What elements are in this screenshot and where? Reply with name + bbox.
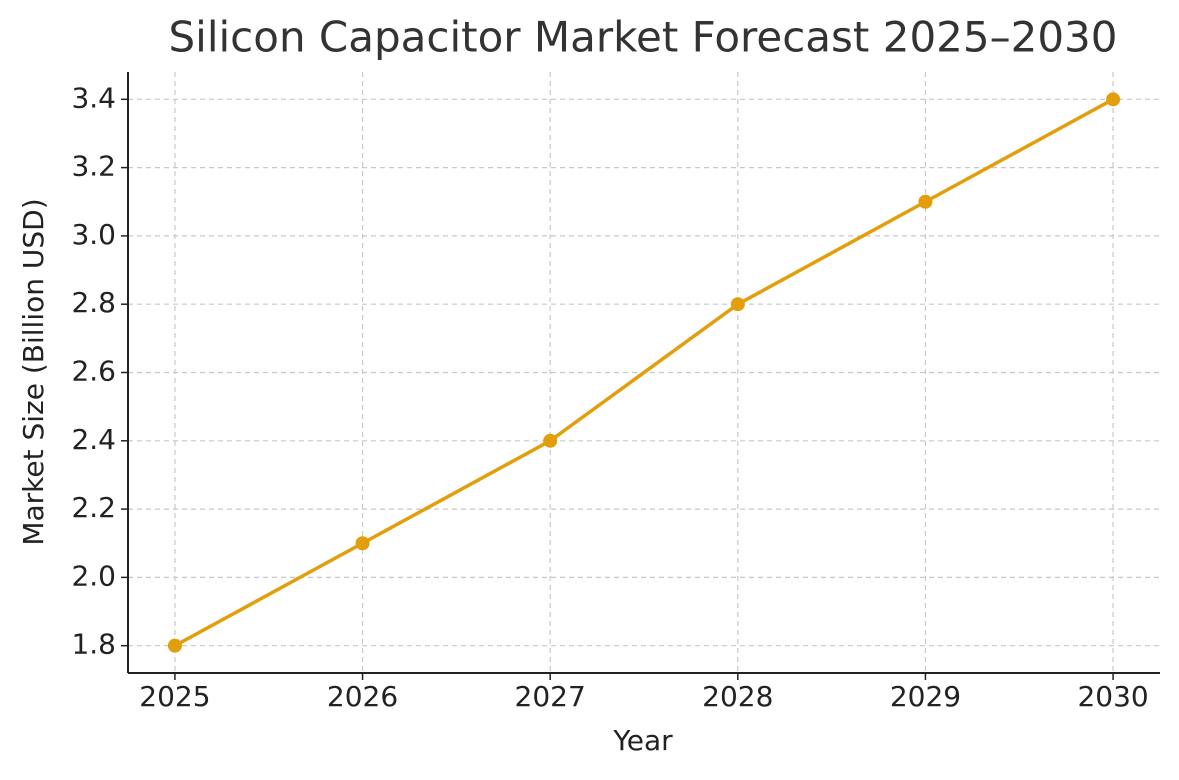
point (543, 433, 558, 448)
point (730, 297, 745, 312)
y-axis-label: Market Size (Billion USD) (17, 198, 50, 545)
y-tick-label: 2.6 (71, 355, 116, 388)
y-tick-label: 2.0 (71, 559, 116, 592)
x-tick-label: 2026 (327, 680, 398, 713)
x-tick-label: 2030 (1077, 680, 1148, 713)
chart-title: Silicon Capacitor Market Forecast 2025–2… (169, 13, 1118, 62)
y-tick-label: 3.0 (71, 218, 116, 251)
y-tick-label: 3.2 (71, 150, 116, 183)
point (918, 194, 933, 209)
y-tick-label: 1.8 (71, 628, 116, 661)
point (1106, 92, 1121, 107)
x-tick-label: 2027 (515, 680, 586, 713)
point (355, 536, 370, 551)
x-tick-label: 2028 (702, 680, 773, 713)
y-tick-label: 2.8 (71, 286, 116, 319)
point (167, 638, 182, 653)
y-tick-label: 3.4 (71, 81, 116, 114)
x-tick-label: 2025 (139, 680, 210, 713)
x-tick-label: 2029 (890, 680, 961, 713)
y-tick-label: 2.2 (71, 491, 116, 524)
line (174, 97, 1114, 648)
y-tick-label: 2.4 (71, 423, 116, 456)
x-axis-label: Year (612, 724, 673, 757)
